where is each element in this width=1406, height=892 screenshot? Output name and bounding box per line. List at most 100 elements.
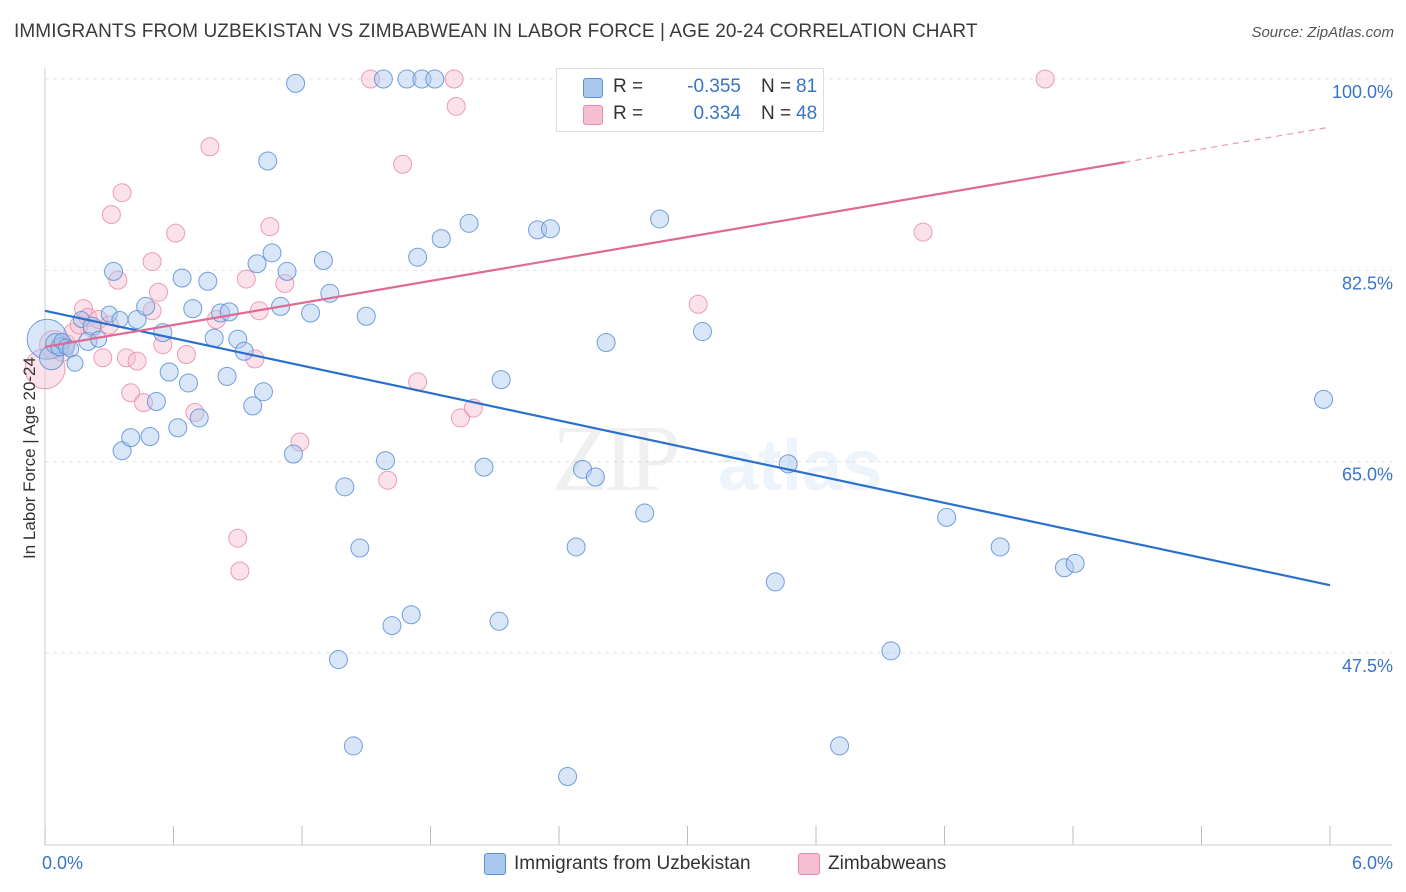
uzbekistan-point [376, 451, 396, 471]
uzbekistan-point [459, 213, 479, 233]
uzbekistan-point [350, 538, 370, 558]
zimbabwean-point [74, 299, 94, 319]
correlation-legend: R = -0.355 N = 81 R = 0.334 N = 48 [556, 68, 824, 132]
zimbabwean-point [176, 345, 196, 365]
y-tick-label: 100.0% [1332, 82, 1393, 102]
uzbekistan-point [189, 408, 209, 428]
chart-title: IMMIGRANTS FROM UZBEKISTAN VS ZIMBABWEAN… [14, 21, 978, 42]
uzbekistan-point [401, 605, 421, 625]
uzbekistan-point [765, 572, 785, 592]
uzbekistan-point [356, 306, 376, 326]
legend-r-label: R = [613, 103, 644, 124]
uzbekistan-point [204, 328, 224, 348]
uzbekistan-point [140, 427, 160, 447]
uzbekistan-point [219, 302, 239, 322]
legend-r-value: -0.355 [687, 76, 741, 97]
uzbekistan-point [382, 616, 402, 636]
uzbekistan-point [313, 250, 333, 270]
x-tick-label-min: 0.0% [42, 853, 83, 873]
uzbekistan-point [217, 366, 237, 386]
zimbabwean-point [444, 69, 464, 89]
uzbekistan-point [262, 243, 282, 263]
uzbekistan-point [100, 305, 118, 323]
uzbekistan-point [558, 767, 578, 787]
zimbabwean-point [108, 270, 128, 290]
zimbabwean-point [446, 96, 466, 116]
y-tick-label: 65.0% [1342, 465, 1393, 485]
uzbekistan-point [277, 261, 297, 281]
uzbekistan-point [104, 261, 124, 281]
uzbekistan-point [585, 467, 605, 487]
uzbekistan-trend-line [44, 309, 1331, 587]
zimbabwean-point [93, 348, 113, 368]
uzbekistan-point [937, 507, 957, 527]
uzbekistan-point [881, 641, 901, 661]
uzbekistan-point [136, 296, 156, 316]
zimbabwean-point [149, 282, 169, 302]
uzbekistan-point [198, 271, 218, 291]
zimbabwean-point [230, 561, 250, 581]
y-tick-label: 82.5% [1342, 273, 1393, 293]
axes [44, 68, 1392, 846]
zimbabwean-point [290, 432, 310, 452]
uzbekistan-point [425, 69, 445, 89]
legend-n-label: N = [761, 76, 792, 97]
uzbekistan-point [127, 310, 147, 330]
uzbekistan-point [66, 354, 84, 372]
uzbekistan-point [596, 332, 616, 352]
uzbekistan-point [343, 736, 363, 756]
uzbekistan-point [121, 428, 141, 448]
uzbekistan-point [397, 69, 417, 89]
tick-labels: 47.5% 65.0% 82.5% 100.0% 0.0% 6.0% [42, 82, 1393, 873]
source-label: Source: ZipAtlas.com [1251, 24, 1394, 41]
zimbabwean-point [166, 223, 186, 243]
bottom-legend-label: Zimbabweans [828, 853, 947, 874]
uzbekistan-point [431, 229, 451, 249]
y-axis-label-container: In Labor Force | Age 20-24 [18, 0, 42, 892]
zimbabwean-point [1035, 69, 1055, 89]
zimbabwean-point [275, 273, 295, 293]
uzbekistan-point [172, 268, 192, 288]
uzbekistan-point [159, 362, 179, 382]
uzbekistan-point [183, 299, 203, 319]
zimbabwean-point [450, 408, 470, 428]
zimbabwean-point [116, 348, 136, 368]
uzbekistan-point [566, 537, 586, 557]
y-tick-label: 47.5% [1342, 656, 1393, 676]
grid-lines [45, 78, 1392, 654]
y-axis-label: In Labor Force | Age 20-24 [20, 357, 39, 559]
zimbabwean-point [378, 470, 398, 490]
zimbabwean-trend-line [44, 161, 1125, 348]
uzbekistan-point [1065, 553, 1085, 573]
x-tick-label-max: 6.0% [1352, 853, 1393, 873]
uzbekistan-point [243, 396, 263, 416]
uzbekistan-point [408, 247, 428, 267]
uzbekistan-point [474, 457, 494, 477]
uzbekistan-point [112, 441, 132, 461]
bottom-legend-swatch-blue [484, 853, 506, 875]
uzbekistan-point [283, 444, 303, 464]
watermark: ZIP atlas [552, 407, 882, 511]
uzbekistan-point [1314, 389, 1334, 409]
zimbabwean-point [121, 383, 141, 403]
uzbekistan-point [247, 254, 267, 274]
uzbekistan-point [168, 418, 188, 438]
uzbekistan-point [990, 537, 1010, 557]
bottom-legend-label: Immigrants from Uzbekistan [514, 853, 751, 874]
uzbekistan-point [328, 650, 348, 670]
uzbekistan-points [26, 69, 1334, 787]
zimbabwean-point [112, 183, 132, 203]
uzbekistan-point [489, 611, 509, 631]
uzbekistan-point [178, 373, 198, 393]
legend-r-label: R = [613, 76, 644, 97]
legend-n-value: 48 [796, 103, 818, 124]
zimbabwean-point [260, 217, 280, 237]
legend-n-value: 81 [796, 76, 818, 97]
uzbekistan-point [286, 73, 306, 93]
uzbekistan-point [258, 151, 278, 171]
legend-swatch-pink [583, 105, 603, 125]
legend-r-value: 0.334 [693, 103, 741, 124]
uzbekistan-point [373, 69, 393, 89]
zimbabwean-point [101, 205, 121, 225]
